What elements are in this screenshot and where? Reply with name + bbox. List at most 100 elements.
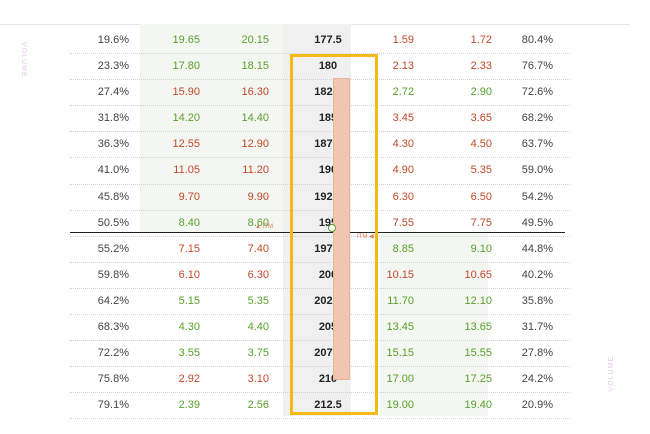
put-ask-cell[interactable]: 19.40: [464, 399, 492, 412]
call-probability-cell[interactable]: 31.8%: [97, 112, 129, 125]
call-bid-cell[interactable]: 12.55: [172, 138, 200, 151]
table-row[interactable]: 27.4% 15.90 16.30 182.5 2.72 2.90 72.6%: [70, 80, 570, 107]
put-bid-cell[interactable]: 19.00: [386, 399, 414, 412]
put-ask-cell[interactable]: 17.25: [464, 373, 492, 386]
call-probability-cell[interactable]: 64.2%: [97, 294, 129, 307]
strike-price-cell[interactable]: 180: [318, 60, 338, 73]
put-probability-cell[interactable]: 54.2%: [521, 190, 553, 203]
strike-price-cell[interactable]: 212.5: [314, 399, 342, 412]
put-probability-cell[interactable]: 49.5%: [521, 216, 553, 229]
table-row[interactable]: 75.8% 2.92 3.10 210 17.00 17.25 24.2%: [70, 367, 570, 394]
put-bid-cell[interactable]: 1.59: [392, 34, 414, 46]
call-ask-cell[interactable]: 20.15: [241, 34, 269, 46]
put-probability-cell[interactable]: 40.2%: [521, 268, 553, 281]
put-bid-cell[interactable]: 10.15: [386, 268, 414, 281]
put-bid-cell[interactable]: 4.30: [392, 138, 414, 151]
put-probability-cell[interactable]: 63.7%: [521, 138, 553, 151]
put-bid-cell[interactable]: 15.15: [386, 347, 414, 360]
call-ask-cell[interactable]: 7.40: [247, 242, 269, 255]
call-probability-cell[interactable]: 68.3%: [97, 321, 129, 334]
call-bid-cell[interactable]: 2.39: [178, 399, 200, 412]
put-ask-cell[interactable]: 7.75: [470, 216, 492, 229]
call-bid-cell[interactable]: 7.15: [178, 242, 200, 255]
put-bid-cell[interactable]: 13.45: [386, 321, 414, 334]
put-probability-cell[interactable]: 76.7%: [521, 60, 553, 73]
call-bid-cell[interactable]: 3.55: [178, 347, 200, 360]
call-probability-cell[interactable]: 72.2%: [97, 347, 129, 360]
put-probability-cell[interactable]: 24.2%: [521, 373, 553, 386]
put-bid-cell[interactable]: 2.13: [392, 60, 414, 73]
put-bid-cell[interactable]: 2.72: [392, 86, 414, 99]
call-bid-cell[interactable]: 8.40: [178, 216, 200, 229]
put-ask-cell[interactable]: 13.65: [464, 321, 492, 334]
call-probability-cell[interactable]: 27.4%: [97, 86, 129, 99]
call-ask-cell[interactable]: 6.30: [247, 268, 269, 281]
call-bid-cell[interactable]: 15.90: [172, 86, 200, 99]
call-bid-cell[interactable]: 19.65: [172, 34, 200, 46]
put-probability-cell[interactable]: 59.0%: [521, 164, 553, 177]
call-bid-cell[interactable]: 14.20: [172, 112, 200, 125]
put-ask-cell[interactable]: 12.10: [464, 294, 492, 307]
call-ask-cell[interactable]: 9.90: [247, 190, 269, 203]
put-probability-cell[interactable]: 80.4%: [521, 34, 553, 46]
call-bid-cell[interactable]: 11.05: [173, 164, 200, 177]
put-bid-cell[interactable]: 4.90: [392, 164, 414, 177]
put-ask-cell[interactable]: 15.55: [464, 347, 492, 360]
current-price-marker[interactable]: [328, 224, 336, 232]
put-ask-cell[interactable]: 1.72: [470, 34, 492, 46]
table-row[interactable]: 79.1% 2.39 2.56 212.5 19.00 19.40 20.9%: [70, 393, 570, 420]
call-bid-cell[interactable]: 2.92: [178, 373, 200, 386]
put-bid-cell[interactable]: 17.00: [386, 373, 414, 386]
put-ask-cell[interactable]: 4.50: [470, 138, 492, 151]
put-probability-cell[interactable]: 27.8%: [521, 347, 553, 360]
call-bid-cell[interactable]: 4.30: [178, 321, 200, 334]
call-probability-cell[interactable]: 45.8%: [97, 190, 129, 203]
put-probability-cell[interactable]: 72.6%: [521, 86, 553, 99]
put-probability-cell[interactable]: 31.7%: [521, 321, 553, 334]
put-probability-cell[interactable]: 44.8%: [521, 242, 553, 255]
put-ask-cell[interactable]: 6.50: [470, 190, 492, 203]
call-ask-cell[interactable]: 16.30: [241, 86, 269, 99]
call-ask-cell[interactable]: 11.20: [242, 164, 269, 177]
call-probability-cell[interactable]: 23.3%: [97, 60, 129, 73]
put-bid-cell[interactable]: 11.70: [387, 294, 414, 307]
call-probability-cell[interactable]: 75.8%: [97, 373, 129, 386]
table-row[interactable]: 64.2% 5.15 5.35 202.5 11.70 12.10 35.8%: [70, 289, 570, 316]
call-bid-cell[interactable]: 6.10: [178, 268, 200, 281]
call-bid-cell[interactable]: 5.15: [178, 294, 200, 307]
put-probability-cell[interactable]: 20.9%: [521, 399, 553, 412]
table-row[interactable]: 19.6% 19.65 20.15 177.5 1.59 1.72 80.4%: [70, 28, 570, 55]
table-row[interactable]: 23.3% 17.80 18.15 180 2.13 2.33 76.7%: [70, 54, 570, 81]
call-probability-cell[interactable]: 41.0%: [97, 164, 129, 177]
put-ask-cell[interactable]: 5.35: [470, 164, 492, 177]
call-ask-cell[interactable]: 12.90: [241, 138, 269, 151]
strike-price-cell[interactable]: 177.5: [314, 34, 342, 46]
call-probability-cell[interactable]: 55.2%: [97, 242, 129, 255]
put-ask-cell[interactable]: 3.65: [470, 112, 492, 125]
call-ask-cell[interactable]: 5.35: [247, 294, 269, 307]
strike-price-cell[interactable]: 185: [318, 112, 338, 125]
put-bid-cell[interactable]: 7.55: [392, 216, 414, 229]
call-ask-cell[interactable]: 3.75: [247, 347, 269, 360]
table-row[interactable]: 59.8% 6.10 6.30 200 10.15 10.65 40.2%: [70, 263, 570, 289]
call-ask-cell[interactable]: 3.10: [247, 373, 269, 386]
put-ask-cell[interactable]: 10.65: [464, 268, 492, 281]
put-bid-cell[interactable]: 3.45: [392, 112, 414, 125]
call-probability-cell[interactable]: 36.3%: [97, 138, 129, 151]
call-probability-cell[interactable]: 50.5%: [97, 216, 129, 229]
table-row[interactable]: 50.5% 8.40 8.60 195 7.55 7.75 49.5%: [70, 211, 570, 237]
put-ask-cell[interactable]: 9.10: [470, 242, 492, 255]
put-ask-cell[interactable]: 2.90: [470, 86, 492, 99]
put-bid-cell[interactable]: 6.30: [392, 190, 414, 203]
call-bid-cell[interactable]: 9.70: [178, 190, 200, 203]
call-ask-cell[interactable]: 14.40: [241, 112, 269, 125]
strike-price-cell[interactable]: 200: [318, 268, 338, 281]
call-ask-cell[interactable]: 4.40: [247, 321, 269, 334]
table-row[interactable]: 41.0% 11.05 11.20 190 4.90 5.35 59.0%: [70, 158, 570, 185]
table-row[interactable]: 68.3% 4.30 4.40 205 13.45 13.65 31.7%: [70, 315, 570, 342]
put-ask-cell[interactable]: 2.33: [470, 60, 492, 73]
put-probability-cell[interactable]: 68.2%: [521, 112, 553, 125]
put-probability-cell[interactable]: 35.8%: [521, 294, 553, 307]
strike-price-cell[interactable]: 210: [318, 373, 338, 386]
call-probability-cell[interactable]: 19.6%: [97, 34, 129, 46]
